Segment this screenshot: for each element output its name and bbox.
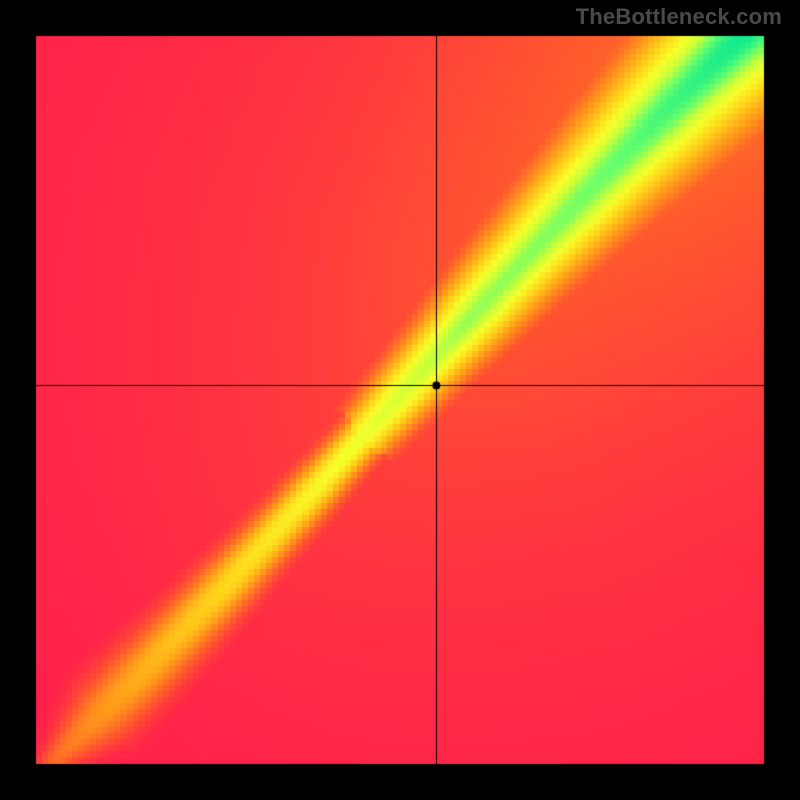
chart-container: { "watermark": { "text": "TheBottleneck.… [0, 0, 800, 800]
watermark-text: TheBottleneck.com [576, 4, 782, 30]
bottleneck-heatmap [0, 0, 800, 800]
